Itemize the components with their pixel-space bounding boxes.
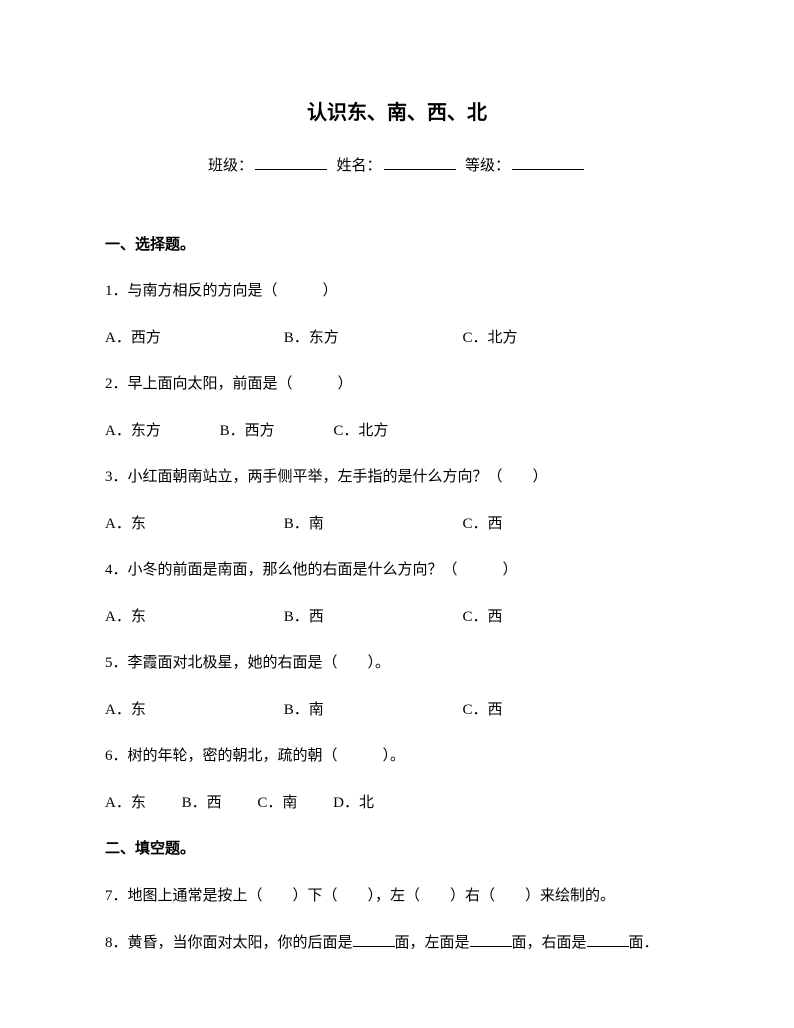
q1-options: A．西方 B．东方 C．北方 <box>105 327 689 350</box>
q4-text: 4．小冬的前面是南面，那么他的右面是什么方向？（ ） <box>105 559 689 582</box>
section2-heading: 二、填空题。 <box>105 838 689 861</box>
section1-heading: 一、选择题。 <box>105 234 689 257</box>
q8-text: 8．黄昏，当你面对太阳，你的后面是 面，左面是 面，右面是 面． <box>105 931 689 955</box>
q3-option-a: A．东 <box>105 513 280 536</box>
q8-part3: 面，右面是 <box>512 935 587 951</box>
q1-option-b: B．东方 <box>284 327 459 350</box>
q2-option-c: C．北方 <box>333 420 388 443</box>
q4-option-c: C．西 <box>463 606 503 629</box>
q4-option-b: B．西 <box>284 606 459 629</box>
q8-blank3[interactable] <box>587 931 629 947</box>
q6-option-a: A．东 <box>105 792 146 815</box>
q8-part2: 面，左面是 <box>395 935 470 951</box>
q8-blank1[interactable] <box>353 931 395 947</box>
q6-options: A．东 B．西 C．南 D．北 <box>105 792 689 815</box>
q5-option-c: C．西 <box>463 699 503 722</box>
name-blank[interactable] <box>384 154 456 170</box>
class-label: 班级： <box>208 158 253 174</box>
q6-option-c: C．南 <box>257 792 297 815</box>
class-blank[interactable] <box>255 154 327 170</box>
q1-option-c: C．北方 <box>463 327 518 350</box>
name-label: 姓名： <box>336 158 381 174</box>
q2-text: 2．早上面向太阳，前面是（ ） <box>105 373 689 396</box>
q8-part1: 8．黄昏，当你面对太阳，你的后面是 <box>105 935 353 951</box>
q3-option-c: C．西 <box>463 513 503 536</box>
grade-label: 等级： <box>465 158 510 174</box>
q5-option-b: B．南 <box>284 699 459 722</box>
q8-part4: 面． <box>629 935 659 951</box>
q4-options: A．东 B．西 C．西 <box>105 606 689 629</box>
q5-options: A．东 B．南 C．西 <box>105 699 689 722</box>
q2-options: A．东方 B．西方 C．北方 <box>105 420 689 443</box>
q3-options: A．东 B．南 C．西 <box>105 513 689 536</box>
grade-blank[interactable] <box>512 154 584 170</box>
q6-text: 6．树的年轮，密的朝北，疏的朝（ ）。 <box>105 745 689 768</box>
q7-text: 7．地图上通常是按上（ ）下（ ），左（ ）右（ ）来绘制的。 <box>105 885 689 908</box>
q3-text: 3．小红面朝南站立，两手侧平举，左手指的是什么方向？（ ） <box>105 466 689 489</box>
q5-option-a: A．东 <box>105 699 280 722</box>
q3-option-b: B．南 <box>284 513 459 536</box>
q6-option-d: D．北 <box>333 792 374 815</box>
q2-option-b: B．西方 <box>220 420 275 443</box>
q4-option-a: A．东 <box>105 606 280 629</box>
q2-option-a: A．东方 <box>105 420 161 443</box>
header-fields: 班级： 姓名： 等级： <box>105 154 689 178</box>
page-title: 认识东、南、西、北 <box>105 98 689 128</box>
q1-text: 1．与南方相反的方向是（ ） <box>105 280 689 303</box>
q8-blank2[interactable] <box>470 931 512 947</box>
q5-text: 5．李霞面对北极星，她的右面是（ ）。 <box>105 652 689 675</box>
q6-option-b: B．西 <box>182 792 222 815</box>
q1-option-a: A．西方 <box>105 327 280 350</box>
